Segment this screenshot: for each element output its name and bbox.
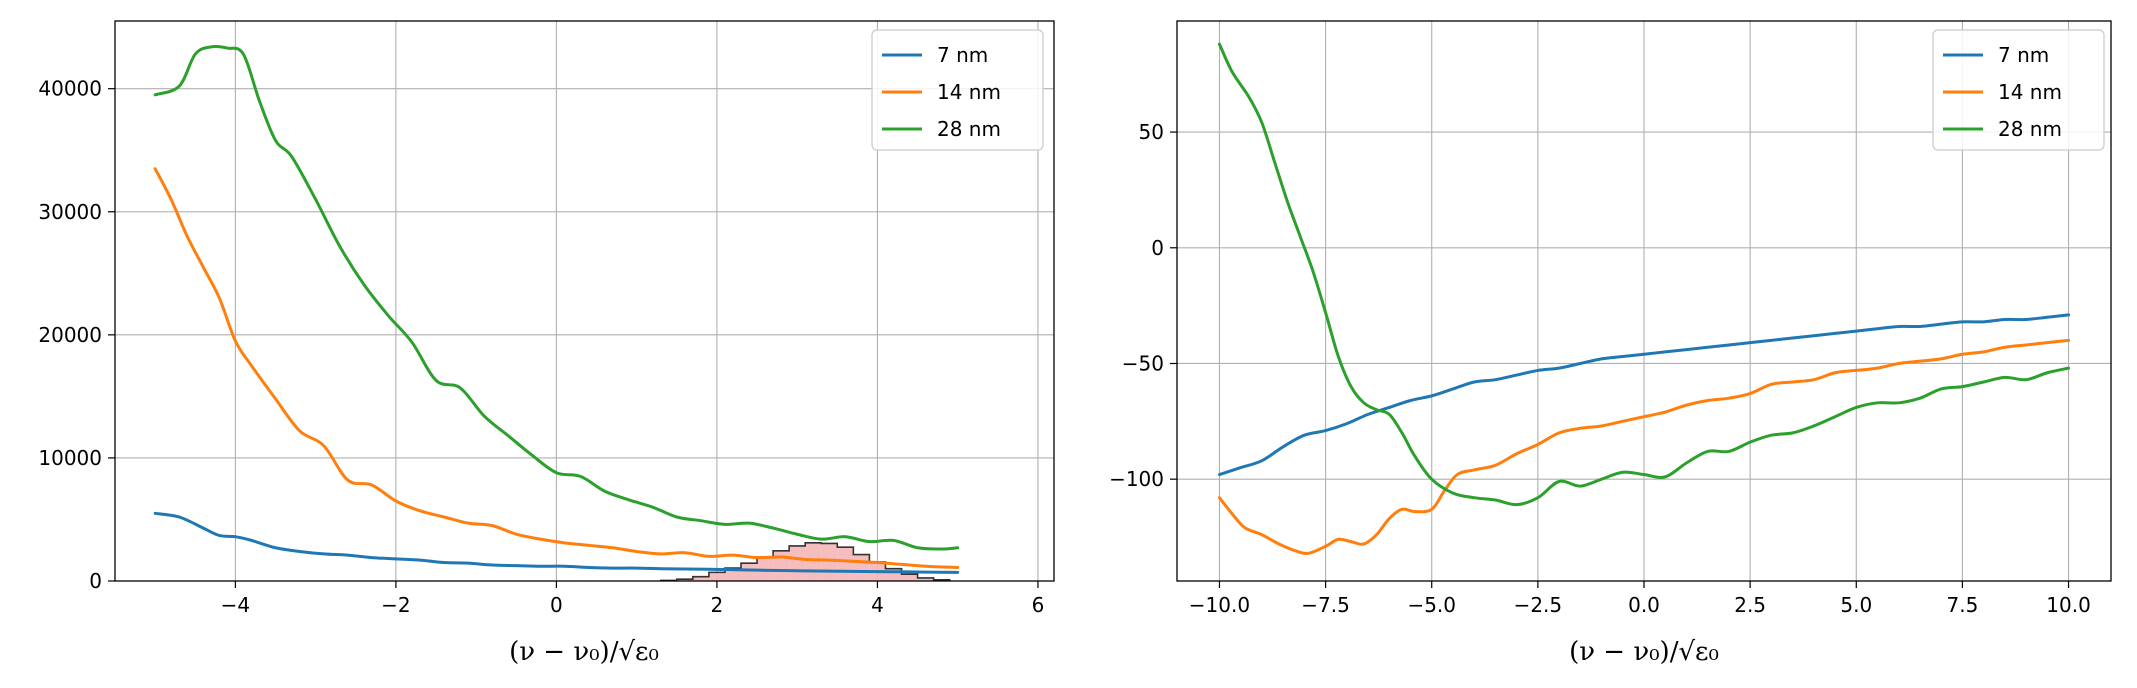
y-tick-label: 40000 — [38, 77, 102, 101]
x-tick-label: −10.0 — [1189, 593, 1250, 617]
x-tick-label: −4 — [221, 593, 250, 617]
histogram-bar — [724, 568, 741, 581]
series-lines-right — [1217, 42, 2071, 555]
histogram-bar — [805, 542, 822, 581]
histogram-bar — [708, 572, 725, 581]
x-tick-label: 4 — [871, 593, 884, 617]
series-line-28nm — [1217, 42, 2071, 507]
x-axis-label-right: (ν − ν₀)/√ε₀ — [1569, 637, 1719, 667]
legend-label-7nm: 7 nm — [1998, 43, 2049, 67]
x-tick-label: 0.0 — [1628, 593, 1660, 617]
y-tick-label: −100 — [1109, 467, 1164, 491]
y-tick-label: 10000 — [38, 446, 102, 470]
x-tick-label: −5.0 — [1407, 593, 1456, 617]
histogram-bar — [821, 543, 838, 581]
series-line-7nm — [1217, 313, 2071, 477]
x-tick-label: 5.0 — [1840, 593, 1872, 617]
x-ticks-right: −10.0 −7.5 −5.0 −2.5 0.0 2.5 5.0 7.5 10.0 — [1189, 581, 2091, 617]
histogram-bar — [917, 577, 934, 581]
series-line-7nm — [153, 511, 960, 574]
series-line-14nm — [153, 167, 960, 569]
legend-right: 7 nm 14 nm 28 nm — [1932, 29, 2105, 151]
y-tick-label: 30000 — [38, 200, 102, 224]
legend-box-left — [871, 29, 1044, 151]
y-tick-label: 50 — [1139, 120, 1164, 144]
legend-left: 7 nm 14 nm 28 nm — [871, 29, 1044, 151]
y-tick-label: 0 — [1151, 236, 1164, 260]
x-tick-label: 2 — [711, 593, 724, 617]
y-ticks-left: 0 10000 20000 30000 40000 — [38, 77, 115, 593]
y-tick-label: 20000 — [38, 323, 102, 347]
histogram-bar — [901, 574, 918, 581]
gridlines-right — [1177, 21, 2111, 581]
x-ticks-left: −4 −2 0 2 4 6 — [221, 581, 1045, 617]
histogram-outline — [659, 542, 951, 582]
chart-panel-right: −10.0 −7.5 −5.0 −2.5 0.0 2.5 5.0 7.5 10.0 −100 −5… — [1109, 20, 2112, 667]
x-tick-label: 0 — [550, 593, 563, 617]
legend-box-right — [1932, 29, 2105, 151]
histogram-bar — [837, 547, 854, 581]
histogram-bar — [692, 576, 709, 581]
x-tick-label: −2 — [381, 593, 410, 617]
x-tick-label: −7.5 — [1301, 593, 1350, 617]
series-line-14nm — [1217, 338, 2071, 555]
y-ticks-right: −100 −50 0 50 — [1109, 120, 1177, 491]
histogram-bar — [741, 563, 758, 581]
histogram-bar — [773, 550, 790, 581]
x-tick-label: −2.5 — [1514, 593, 1563, 617]
x-tick-label: 6 — [1032, 593, 1045, 617]
chart-panel-left: −4 −2 0 2 4 6 0 10000 20000 30000 40000 7 nm 14 n… — [38, 20, 1055, 667]
histogram-bar — [853, 554, 870, 581]
legend-label-7nm: 7 nm — [937, 43, 988, 67]
x-axis-label-left: (ν − ν₀)/√ε₀ — [509, 637, 659, 667]
y-tick-label: 0 — [89, 569, 102, 593]
axes-frame-left — [114, 20, 1055, 582]
legend-label-14nm: 14 nm — [937, 80, 1001, 104]
legend-label-14nm: 14 nm — [1998, 80, 2062, 104]
histogram-bar — [789, 545, 806, 581]
series-line-28nm — [153, 44, 960, 551]
x-tick-label: 10.0 — [2046, 593, 2091, 617]
x-tick-label: 2.5 — [1734, 593, 1766, 617]
histogram-bar — [676, 579, 693, 581]
series-lines-left — [153, 44, 960, 574]
y-tick-label: −50 — [1122, 351, 1164, 375]
legend-label-28nm: 28 nm — [1998, 117, 2062, 141]
legend-label-28nm: 28 nm — [937, 117, 1001, 141]
x-tick-label: 7.5 — [1947, 593, 1979, 617]
